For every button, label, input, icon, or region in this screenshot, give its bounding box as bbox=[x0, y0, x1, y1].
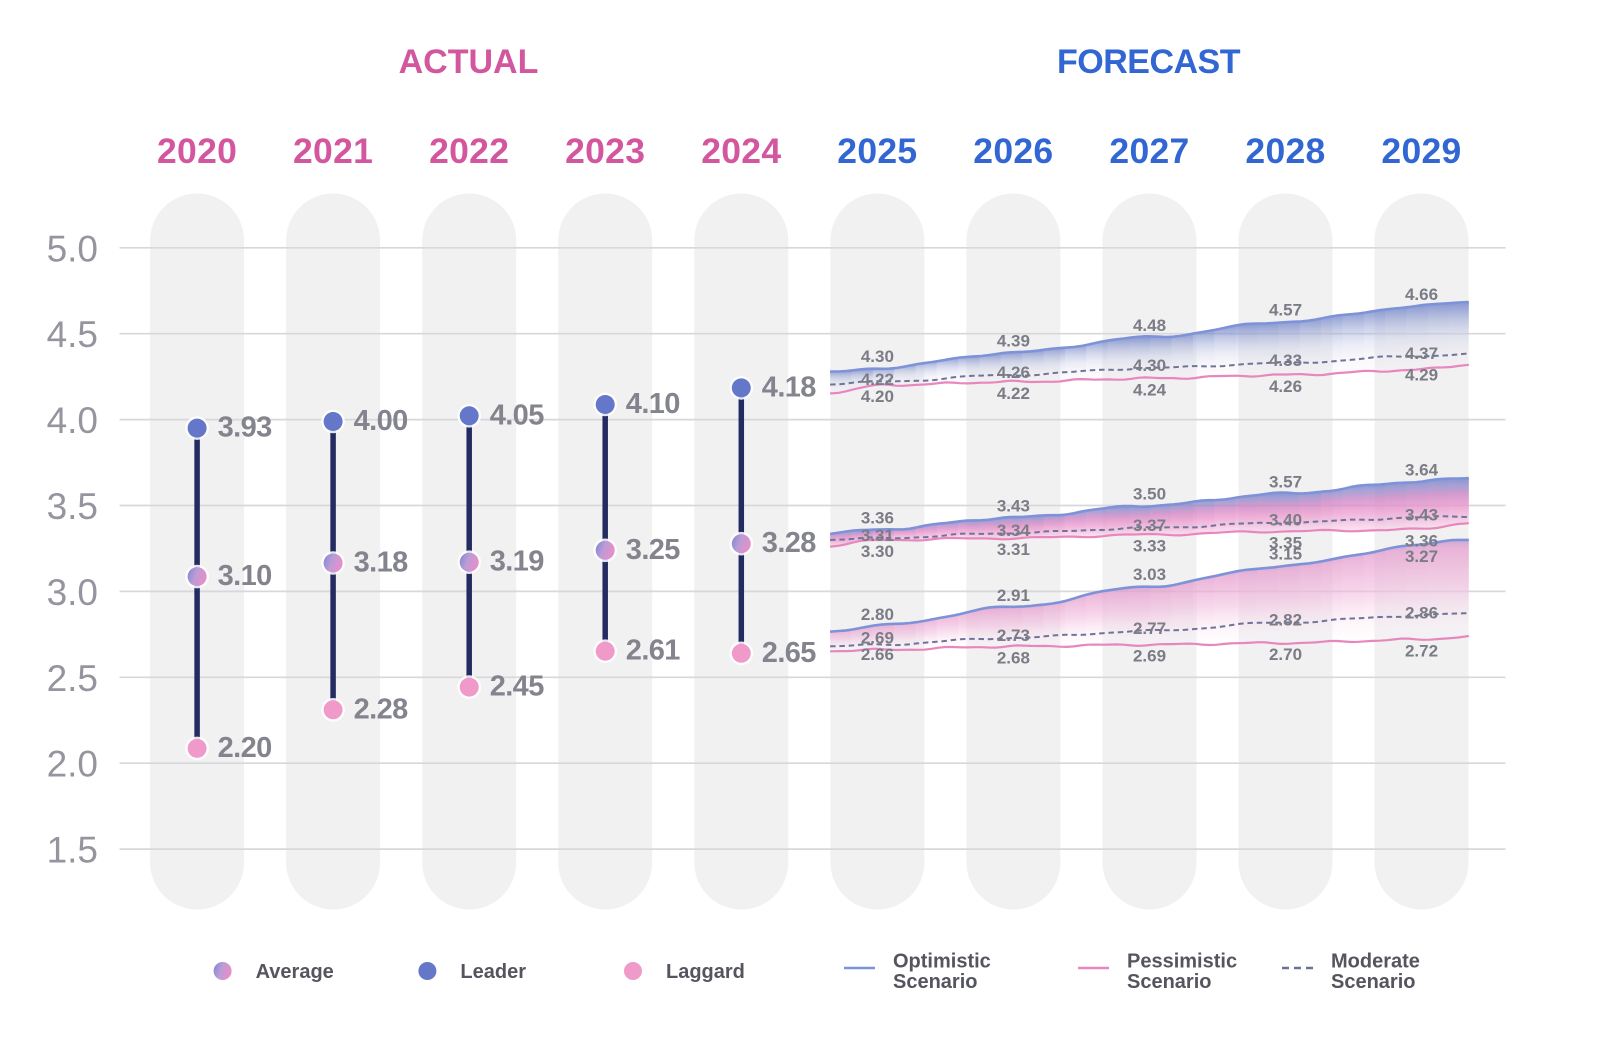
svg-text:3.15: 3.15 bbox=[1269, 545, 1302, 564]
svg-text:2.69: 2.69 bbox=[1133, 647, 1166, 666]
svg-text:3.5: 3.5 bbox=[47, 486, 98, 527]
svg-text:4.30: 4.30 bbox=[1133, 356, 1166, 375]
svg-text:2020: 2020 bbox=[157, 131, 237, 171]
svg-text:Average: Average bbox=[256, 961, 334, 983]
svg-text:3.40: 3.40 bbox=[1269, 511, 1302, 530]
svg-text:3.37: 3.37 bbox=[1133, 516, 1166, 535]
svg-text:4.22: 4.22 bbox=[997, 384, 1030, 403]
svg-text:2023: 2023 bbox=[565, 131, 645, 171]
svg-text:FORECAST: FORECAST bbox=[1057, 43, 1241, 81]
svg-text:3.43: 3.43 bbox=[997, 497, 1030, 516]
svg-text:2.0: 2.0 bbox=[47, 744, 98, 785]
svg-text:3.43: 3.43 bbox=[1405, 506, 1438, 525]
svg-text:Scenario: Scenario bbox=[1331, 971, 1415, 993]
svg-text:2.61: 2.61 bbox=[626, 635, 681, 667]
svg-text:4.00: 4.00 bbox=[354, 405, 408, 437]
svg-text:2.66: 2.66 bbox=[861, 645, 894, 664]
svg-text:2.77: 2.77 bbox=[1133, 619, 1166, 638]
svg-text:3.19: 3.19 bbox=[490, 546, 545, 578]
svg-text:4.5: 4.5 bbox=[47, 314, 98, 355]
svg-text:2021: 2021 bbox=[293, 131, 373, 171]
svg-text:2.73: 2.73 bbox=[997, 626, 1030, 645]
svg-text:3.31: 3.31 bbox=[997, 540, 1030, 559]
svg-text:4.39: 4.39 bbox=[997, 332, 1030, 351]
svg-text:4.66: 4.66 bbox=[1405, 285, 1438, 304]
svg-text:4.30: 4.30 bbox=[861, 347, 894, 366]
svg-text:2022: 2022 bbox=[429, 131, 509, 171]
svg-text:4.26: 4.26 bbox=[997, 363, 1030, 382]
svg-text:Moderate: Moderate bbox=[1331, 951, 1420, 973]
svg-text:ACTUAL: ACTUAL bbox=[399, 43, 539, 81]
svg-text:4.20: 4.20 bbox=[861, 387, 894, 406]
svg-text:3.18: 3.18 bbox=[354, 547, 409, 579]
svg-text:3.34: 3.34 bbox=[997, 521, 1031, 540]
svg-text:3.33: 3.33 bbox=[1133, 537, 1166, 556]
svg-text:4.18: 4.18 bbox=[762, 371, 817, 403]
svg-text:3.30: 3.30 bbox=[861, 542, 894, 561]
svg-text:2025: 2025 bbox=[837, 131, 917, 171]
svg-text:3.27: 3.27 bbox=[1405, 547, 1438, 566]
svg-text:2.91: 2.91 bbox=[997, 586, 1030, 605]
svg-text:4.24: 4.24 bbox=[1133, 380, 1167, 399]
svg-text:3.36: 3.36 bbox=[1405, 532, 1438, 551]
svg-text:3.35: 3.35 bbox=[1269, 533, 1302, 552]
svg-text:2.82: 2.82 bbox=[1269, 610, 1302, 629]
svg-text:Pessimistic: Pessimistic bbox=[1127, 951, 1237, 973]
svg-text:2.45: 2.45 bbox=[490, 671, 545, 703]
svg-text:2.28: 2.28 bbox=[354, 693, 409, 725]
svg-text:4.57: 4.57 bbox=[1269, 301, 1302, 320]
svg-text:2029: 2029 bbox=[1381, 131, 1461, 171]
svg-text:3.03: 3.03 bbox=[1133, 565, 1166, 584]
svg-text:2.72: 2.72 bbox=[1405, 642, 1438, 661]
svg-text:Leader: Leader bbox=[460, 961, 526, 983]
svg-text:Scenario: Scenario bbox=[893, 971, 977, 993]
svg-text:2.65: 2.65 bbox=[762, 637, 817, 669]
svg-text:3.50: 3.50 bbox=[1133, 485, 1166, 504]
svg-text:2027: 2027 bbox=[1109, 131, 1189, 171]
svg-text:4.22: 4.22 bbox=[861, 370, 894, 389]
svg-text:3.0: 3.0 bbox=[47, 572, 98, 613]
svg-text:1.5: 1.5 bbox=[47, 830, 98, 871]
svg-text:3.36: 3.36 bbox=[861, 509, 894, 528]
svg-text:3.10: 3.10 bbox=[218, 560, 272, 592]
svg-text:Optimistic: Optimistic bbox=[893, 951, 991, 973]
svg-text:3.93: 3.93 bbox=[218, 412, 273, 444]
svg-text:4.0: 4.0 bbox=[47, 400, 98, 441]
svg-text:4.05: 4.05 bbox=[490, 399, 545, 431]
svg-text:2.5: 2.5 bbox=[47, 658, 98, 699]
svg-text:4.48: 4.48 bbox=[1133, 316, 1166, 335]
svg-text:3.28: 3.28 bbox=[762, 527, 817, 559]
svg-text:4.10: 4.10 bbox=[626, 388, 680, 420]
svg-text:4.26: 4.26 bbox=[1269, 377, 1302, 396]
svg-text:Laggard: Laggard bbox=[666, 961, 745, 983]
svg-text:2.68: 2.68 bbox=[997, 648, 1030, 667]
svg-text:3.64: 3.64 bbox=[1405, 460, 1439, 479]
svg-text:2.69: 2.69 bbox=[861, 629, 894, 648]
svg-text:2.70: 2.70 bbox=[1269, 645, 1302, 664]
svg-text:4.29: 4.29 bbox=[1405, 366, 1438, 385]
svg-text:2028: 2028 bbox=[1245, 131, 1325, 171]
svg-text:Scenario: Scenario bbox=[1127, 971, 1211, 993]
svg-text:5.0: 5.0 bbox=[47, 228, 98, 269]
svg-text:2.86: 2.86 bbox=[1405, 604, 1438, 623]
svg-text:4.33: 4.33 bbox=[1269, 351, 1302, 370]
svg-text:2024: 2024 bbox=[701, 131, 781, 171]
svg-text:3.25: 3.25 bbox=[626, 534, 681, 566]
svg-text:4.37: 4.37 bbox=[1405, 344, 1438, 363]
svg-text:2.20: 2.20 bbox=[218, 732, 272, 764]
svg-text:2026: 2026 bbox=[973, 131, 1053, 171]
svg-text:3.31: 3.31 bbox=[861, 526, 894, 545]
svg-text:3.57: 3.57 bbox=[1269, 473, 1302, 492]
svg-text:2.80: 2.80 bbox=[861, 605, 894, 624]
